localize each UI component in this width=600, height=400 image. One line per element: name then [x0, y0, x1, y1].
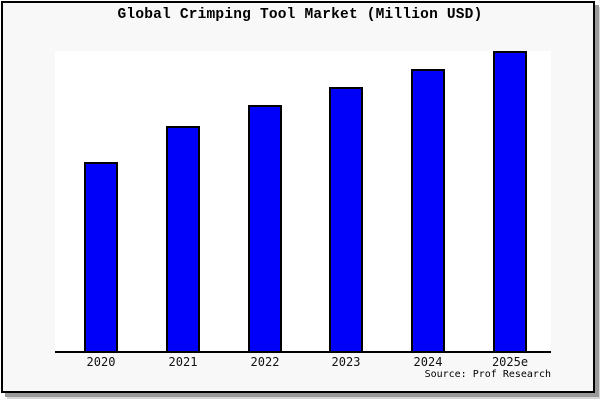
- plot-area: [55, 51, 551, 353]
- x-axis-line: [55, 351, 551, 353]
- x-tick-label-2021: 2021: [168, 355, 198, 369]
- bar-2020: [84, 162, 118, 351]
- bar-2025e: [493, 51, 527, 351]
- x-tick-label-2023: 2023: [331, 355, 361, 369]
- bar-2022: [248, 105, 282, 351]
- x-tick-label-2025e: 2025e: [491, 355, 529, 369]
- source-attribution: Source: Prof Research: [424, 369, 551, 380]
- x-tick-label-2024: 2024: [413, 355, 443, 369]
- bar-2021: [166, 126, 200, 351]
- chart-title: Global Crimping Tool Market (Million USD…: [117, 7, 483, 23]
- x-tick-label-2020: 2020: [86, 355, 116, 369]
- bar-2024: [411, 69, 445, 351]
- x-tick-label-2022: 2022: [250, 355, 280, 369]
- bar-2023: [329, 87, 363, 351]
